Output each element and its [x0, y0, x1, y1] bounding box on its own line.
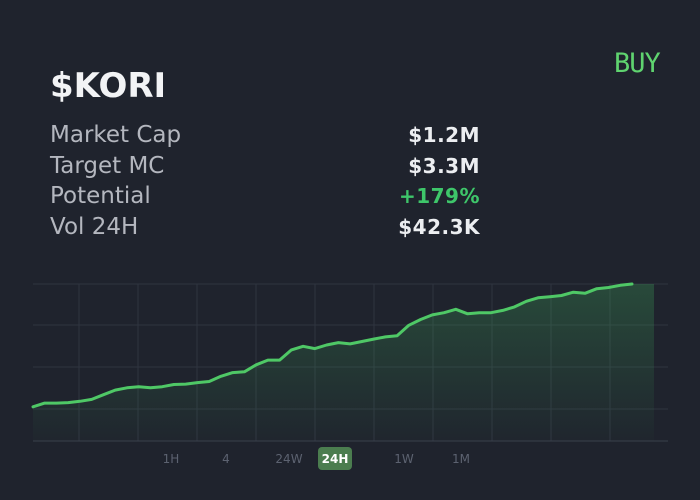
- stat-value: $1.2M: [408, 123, 480, 148]
- price-line: [31, 282, 634, 409]
- stat-value: +179%: [398, 184, 480, 209]
- timeframe-active-highlight: [318, 447, 352, 470]
- stat-label: Potential: [50, 183, 151, 210]
- timeframe-option-24h[interactable]: 24H: [318, 447, 352, 470]
- stat-label: Vol 24H: [50, 213, 139, 240]
- timeframe-option-24w[interactable]: 24W: [275, 452, 302, 466]
- price-area: [33, 284, 654, 441]
- stat-row-target-mc: Target MC $3.3M: [50, 151, 480, 182]
- price-chart: 1H 4 24W 24H 1W 1M: [31, 282, 668, 470]
- timeframe-label: 24H: [322, 452, 349, 466]
- token-ticker: $KORI: [50, 66, 167, 106]
- stats-panel: Market Cap $1.2M Target MC $3.3M Potenti…: [50, 120, 480, 242]
- buy-button[interactable]: BUY: [614, 48, 661, 79]
- timeframe-option-4[interactable]: 4: [222, 452, 230, 466]
- timeframe-label: 1H: [163, 452, 180, 466]
- timeframe-option-1w[interactable]: 1W: [394, 452, 414, 466]
- stat-row-vol-24h: Vol 24H $42.3K: [50, 212, 480, 243]
- timeframe-option-1m[interactable]: 1M: [452, 452, 470, 466]
- stat-label: Target MC: [50, 152, 165, 179]
- stat-label: Market Cap: [50, 122, 182, 149]
- timeframe-selector: 1H 4 24W 24H 1W 1M: [163, 447, 470, 470]
- stat-row-potential: Potential +179%: [50, 181, 480, 212]
- timeframe-option-1h[interactable]: 1H: [163, 452, 180, 466]
- timeframe-label: 1M: [452, 452, 470, 466]
- stat-row-market-cap: Market Cap $1.2M: [50, 120, 480, 151]
- stat-value: $3.3M: [408, 153, 480, 178]
- timeframe-label: 1W: [394, 452, 414, 466]
- timeframe-label: 4: [222, 452, 230, 466]
- timeframe-label: 24W: [275, 452, 302, 466]
- stat-value: $42.3K: [398, 214, 480, 239]
